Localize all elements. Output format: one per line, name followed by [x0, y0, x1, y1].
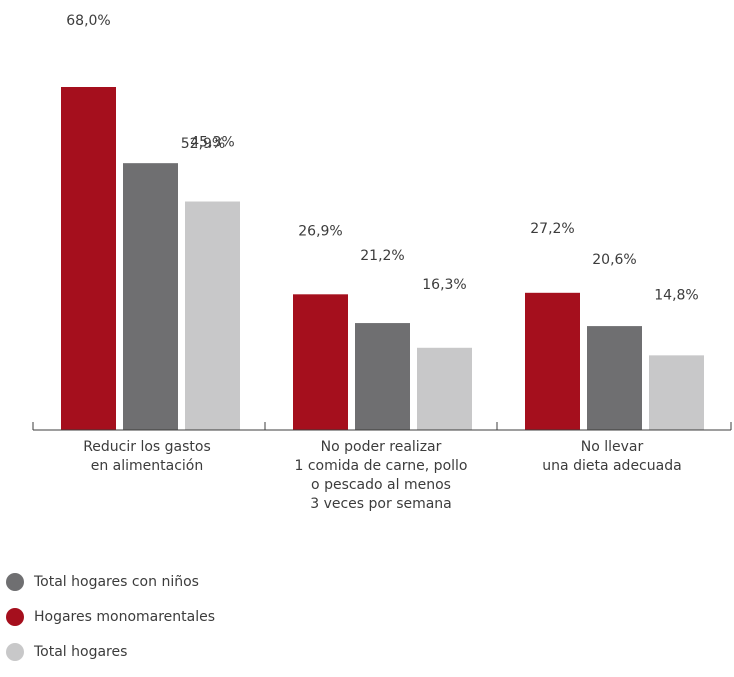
bars-group	[61, 87, 704, 430]
bar-3-3	[649, 355, 704, 430]
legend-item-1: Total hogares con niños	[6, 572, 215, 591]
category-label-3-line-1: No llevar	[580, 439, 644, 455]
value-label-2-3: 20,6%	[592, 252, 636, 268]
value-label-2-1: 52,9%	[181, 136, 225, 152]
legend-label: Hogares monomarentales	[34, 608, 216, 625]
bar-3-2	[417, 347, 472, 430]
legend-item-2: Hogares monomarentales	[6, 607, 215, 626]
category-label-1-line-2: en alimentación	[90, 458, 204, 474]
x-axis	[32, 422, 732, 431]
legend-label: Total hogares con niños	[34, 573, 199, 590]
bar-1-1	[61, 87, 116, 430]
value-label-1-3: 27,2%	[530, 221, 574, 237]
legend: Total hogares con niños Hogares monomaren…	[6, 572, 215, 677]
legend-item-3: Total hogares	[6, 642, 215, 661]
value-label-3-1: 45,3%	[190, 135, 234, 151]
legend-swatch-icon	[6, 642, 24, 661]
value-label-3-3: 14,8%	[654, 287, 698, 303]
value-label-1-1: 68,0%	[66, 13, 110, 29]
bar-1-2	[293, 294, 348, 430]
category-label-2-line-1: No poder realizar	[320, 439, 442, 455]
value-label-2-2: 21,2%	[360, 248, 404, 264]
bar-3-1	[185, 201, 240, 430]
category-label-1: Reducir los gastos en alimentación	[47, 438, 247, 476]
category-label-3-line-2: una dieta adecuada	[542, 458, 682, 474]
bar-2-2	[355, 323, 410, 430]
category-label-1-line-1: Reducir los gastos	[83, 439, 211, 455]
legend-swatch-icon	[6, 607, 24, 626]
category-label-2-line-3: o pescado al menos	[311, 477, 451, 493]
legend-swatch-icon	[6, 572, 24, 591]
bar-2-3	[587, 326, 642, 430]
bar-2-1	[123, 163, 178, 430]
legend-label: Total hogares	[34, 643, 128, 660]
category-label-2-line-2: 1 comida de carne, pollo	[294, 458, 468, 474]
value-label-1-2: 26,9%	[298, 223, 342, 239]
category-label-2-line-4: 3 veces por semana	[310, 496, 452, 512]
category-label-2: No poder realizar 1 comida de carne, poll…	[281, 438, 481, 514]
value-labels-group: 68,0% 26,9% 27,2% 52,9% 21,2% 20,6% 45,3% 16,3%…	[66, 13, 698, 303]
value-label-3-2: 16,3%	[422, 277, 466, 293]
category-label-3: No llevar una dieta adecuada	[512, 438, 712, 476]
bar-1-3	[525, 292, 580, 430]
